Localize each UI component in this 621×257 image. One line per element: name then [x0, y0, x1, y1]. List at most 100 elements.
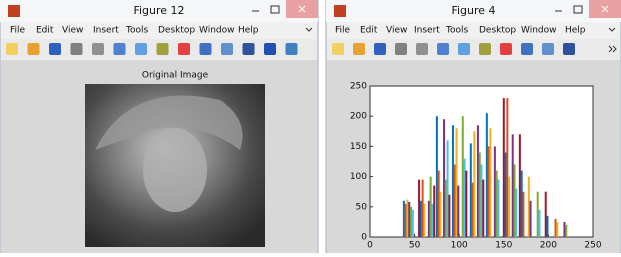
toolbar-button[interactable] [353, 43, 365, 55]
bar [438, 171, 440, 237]
toolbar-button[interactable] [374, 43, 386, 55]
bar [456, 128, 458, 237]
app-icon [334, 5, 346, 17]
toolbar-button[interactable] [563, 43, 575, 55]
window-title: Figure 12 [133, 4, 184, 17]
bar [538, 210, 540, 237]
bar [473, 131, 475, 237]
menu-item[interactable]: Window [521, 26, 557, 36]
y-tick-label: 50 [356, 202, 368, 212]
menu-item[interactable]: Window [199, 26, 235, 36]
toolbar-button[interactable] [221, 43, 233, 55]
window-title: Figure 4 [451, 4, 495, 17]
menu-item[interactable]: Help [565, 26, 586, 36]
toolbar-button[interactable] [521, 43, 533, 55]
menu-item[interactable]: Tools [125, 26, 148, 36]
bar [486, 113, 488, 237]
toolbar-button[interactable] [479, 43, 491, 55]
menu-item[interactable]: Edit [360, 26, 378, 36]
menu-item[interactable]: Insert [93, 26, 119, 36]
bar [477, 125, 479, 237]
image-title: Original Image [142, 71, 209, 81]
bar [545, 192, 547, 237]
toolbar-button[interactable] [542, 43, 554, 55]
bar [454, 165, 456, 237]
y-tick-label: 150 [350, 142, 367, 152]
bar [439, 192, 441, 237]
toolbar-button[interactable] [6, 43, 18, 55]
x-tick-label: 200 [540, 241, 557, 251]
bar [521, 171, 523, 237]
bar [447, 140, 449, 237]
toolbar-button[interactable] [200, 43, 212, 55]
bar [508, 177, 510, 237]
bar [519, 134, 521, 237]
bar [443, 119, 445, 237]
menu-item[interactable]: View [62, 26, 83, 36]
bar [555, 219, 557, 237]
menu-item[interactable]: View [386, 26, 407, 36]
toolbar-button[interactable] [286, 43, 298, 55]
toolbar-button[interactable] [437, 43, 449, 55]
menu-item[interactable]: Desktop [479, 26, 516, 36]
toolbar-button[interactable] [49, 43, 61, 55]
bar [497, 180, 499, 237]
bar [418, 180, 420, 237]
x-tick-label: 0 [367, 241, 373, 251]
toolbar-button[interactable] [178, 43, 190, 55]
app-icon [8, 5, 20, 17]
bar [514, 165, 516, 237]
toolbar-button[interactable] [114, 43, 126, 55]
toolbar-button[interactable] [135, 43, 147, 55]
toolbar-button[interactable] [395, 43, 407, 55]
bar [465, 171, 467, 237]
image-face [143, 128, 207, 212]
menu-item[interactable]: Desktop [158, 26, 195, 36]
bar [563, 222, 565, 237]
menu-item[interactable]: File [10, 26, 26, 36]
toolbar-button[interactable] [28, 43, 40, 55]
toolbar-button[interactable] [264, 43, 276, 55]
bar [403, 201, 405, 237]
bar [530, 201, 532, 237]
bar [457, 186, 459, 237]
bar [512, 134, 514, 237]
bar [515, 189, 517, 237]
bar [423, 204, 425, 237]
x-tick-label: 250 [584, 241, 601, 251]
bar [410, 207, 412, 237]
menu-item[interactable]: File [335, 26, 351, 36]
toolbar-button[interactable] [416, 43, 428, 55]
bar [482, 180, 484, 237]
x-tick-label: 100 [451, 241, 468, 251]
bar [433, 186, 435, 237]
bar [464, 158, 466, 237]
bar [565, 225, 567, 237]
page: Figure 12 File Edit View Insert Tools Desktop W… [0, 0, 621, 253]
menu-item[interactable]: Help [238, 26, 259, 36]
bar [408, 202, 410, 237]
toolbar-button[interactable] [71, 43, 83, 55]
bar [452, 125, 454, 237]
screen: Figure 12 File Edit View Insert Tools Desktop W… [0, 0, 621, 253]
bar [481, 165, 483, 237]
toolbar-button[interactable] [92, 43, 104, 55]
bar [556, 222, 558, 237]
bar [547, 216, 549, 237]
bar [462, 116, 464, 237]
menu-item[interactable]: Insert [414, 26, 440, 36]
toolbar-button[interactable] [243, 43, 255, 55]
menu-item[interactable]: Tools [445, 26, 468, 36]
bar [494, 146, 496, 237]
toolbar-button[interactable] [332, 43, 344, 55]
toolbar [327, 39, 620, 59]
y-tick-label: 250 [350, 82, 367, 92]
y-tick-label: 200 [350, 112, 367, 122]
bar [496, 171, 498, 237]
menu-item[interactable]: Edit [36, 26, 54, 36]
toolbar-button[interactable] [157, 43, 169, 55]
toolbar-button[interactable] [500, 43, 512, 55]
toolbar-button[interactable] [458, 43, 470, 55]
x-tick-label: 50 [409, 241, 421, 251]
bar [412, 210, 414, 237]
